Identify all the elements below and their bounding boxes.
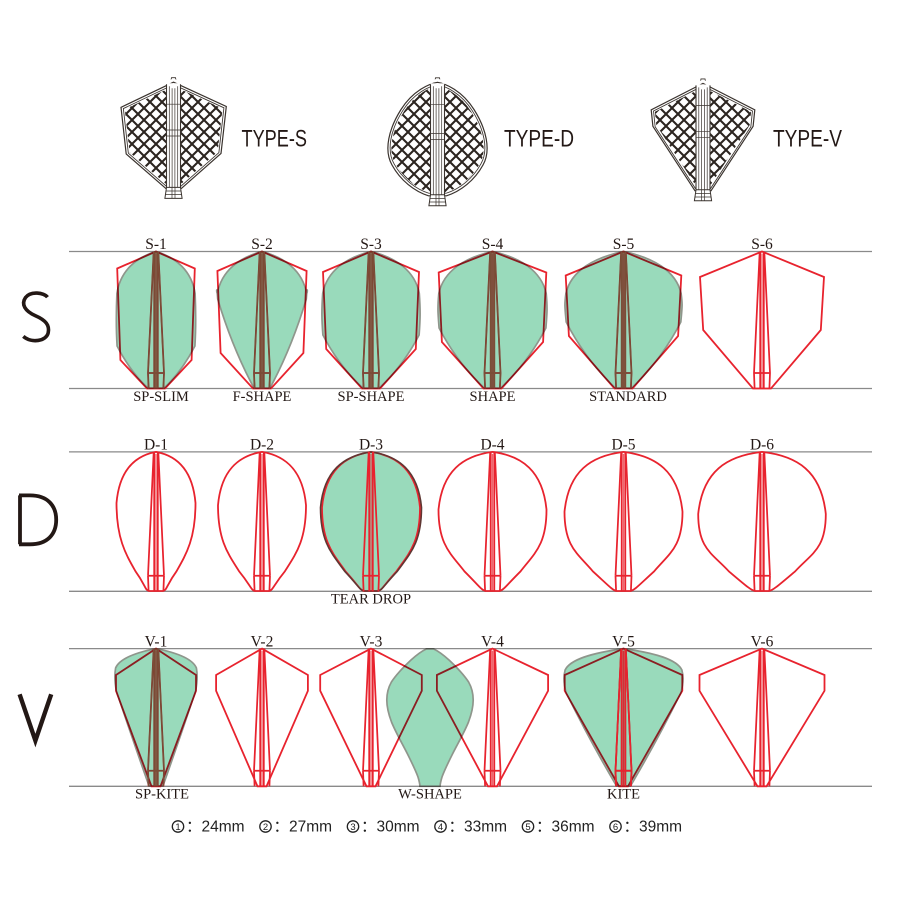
svg-text:TYPE-S: TYPE-S xyxy=(242,126,308,153)
svg-text:3: 3 xyxy=(350,822,355,833)
svg-text:D-4: D-4 xyxy=(480,437,504,454)
svg-text:S-5: S-5 xyxy=(613,236,635,253)
svg-text:SP-KITE: SP-KITE xyxy=(135,787,189,803)
svg-text:：30mm: ：30mm xyxy=(361,819,420,836)
svg-text:D-2: D-2 xyxy=(250,437,274,454)
svg-text:W-SHAPE: W-SHAPE xyxy=(398,787,462,803)
svg-text:V-3: V-3 xyxy=(360,633,383,650)
svg-text:6: 6 xyxy=(613,822,618,833)
svg-text:STANDARD: STANDARD xyxy=(589,389,667,405)
svg-text:SP-SLIM: SP-SLIM xyxy=(133,389,189,405)
svg-text:S-1: S-1 xyxy=(145,236,167,253)
svg-text:：24mm: ：24mm xyxy=(186,819,245,836)
svg-text:：27mm: ：27mm xyxy=(274,819,333,836)
svg-text:TYPE-V: TYPE-V xyxy=(773,126,842,153)
svg-text:：36mm: ：36mm xyxy=(536,819,595,836)
svg-text:SP-SHAPE: SP-SHAPE xyxy=(338,389,405,405)
svg-text:S-4: S-4 xyxy=(482,236,504,253)
svg-text:S-3: S-3 xyxy=(360,236,382,253)
svg-text:4: 4 xyxy=(438,822,443,833)
svg-text:2: 2 xyxy=(263,822,268,833)
svg-text:V-1: V-1 xyxy=(145,633,168,650)
svg-text:F-SHAPE: F-SHAPE xyxy=(233,389,292,405)
svg-text:D-3: D-3 xyxy=(359,437,383,454)
svg-text:V-6: V-6 xyxy=(751,633,774,650)
svg-text:D-6: D-6 xyxy=(750,437,774,454)
svg-text:1: 1 xyxy=(175,822,180,833)
svg-text:KITE: KITE xyxy=(607,787,640,803)
svg-text:：33mm: ：33mm xyxy=(449,819,508,836)
svg-text:V-5: V-5 xyxy=(612,633,635,650)
svg-text:D-5: D-5 xyxy=(611,437,635,454)
svg-text:SHAPE: SHAPE xyxy=(470,389,516,405)
svg-text:V-4: V-4 xyxy=(481,633,504,650)
svg-text:5: 5 xyxy=(525,822,530,833)
svg-text:TYPE-D: TYPE-D xyxy=(504,126,574,153)
svg-text:S-6: S-6 xyxy=(751,236,773,253)
svg-text:V-2: V-2 xyxy=(251,633,274,650)
svg-text:TEAR DROP: TEAR DROP xyxy=(331,592,411,608)
svg-text:：39mm: ：39mm xyxy=(624,819,683,836)
svg-text:D-1: D-1 xyxy=(144,437,168,454)
svg-text:S-2: S-2 xyxy=(251,236,273,253)
